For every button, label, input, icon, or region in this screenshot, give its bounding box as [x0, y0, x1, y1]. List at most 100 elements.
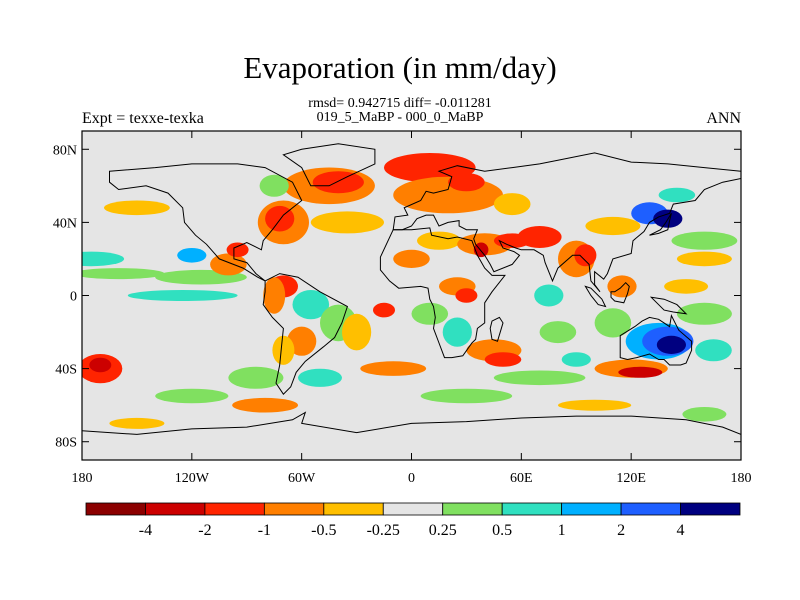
colorbar-label-0: -4 — [139, 522, 152, 539]
field-region-58 — [618, 366, 663, 378]
colorbar-label-8: 2 — [617, 522, 625, 539]
coastline-new-guinea — [649, 296, 688, 315]
x-tick-label-4: 60E — [510, 471, 533, 486]
field-region-53 — [534, 284, 564, 307]
y-tick-label-4: 80S — [55, 436, 77, 451]
field-region-33 — [417, 231, 461, 250]
field-region-45 — [676, 251, 732, 267]
field-region-66 — [664, 279, 709, 294]
coastline-australia — [619, 314, 693, 366]
field-region-54 — [539, 321, 577, 344]
coastline-eurasia — [392, 152, 741, 293]
colorbar-label-9: 4 — [677, 522, 685, 539]
x-tick-label-0: 180 — [72, 471, 93, 486]
colorbar-label-4: -0.25 — [367, 522, 400, 539]
field-region-22 — [228, 366, 284, 389]
chart-title: Evaporation (in mm/day) — [243, 50, 557, 85]
field-region-46 — [393, 249, 430, 268]
colorbar-box-0 — [85, 502, 146, 516]
field-region-18 — [292, 290, 330, 320]
x-tick-label-6: 180 — [731, 471, 752, 486]
field-region-40 — [585, 216, 641, 236]
field-region-28 — [232, 397, 298, 413]
coastline-south-america — [262, 273, 349, 395]
field-region-65 — [695, 339, 732, 362]
coastline-greenland — [282, 143, 376, 187]
field-region-14 — [310, 211, 384, 234]
stats-line: rmsd= 0.942715 diff= -0.011281 — [308, 96, 492, 111]
evaporation-field — [82, 153, 738, 429]
field-region-2 — [103, 200, 170, 216]
y-tick-label-3: 40S — [55, 363, 77, 378]
coastline-antarctica — [82, 411, 741, 435]
x-tick-label-1: 120W — [175, 471, 210, 486]
colorbar-box-6 — [442, 502, 503, 516]
field-region-62 — [594, 308, 632, 338]
field-region-8 — [210, 253, 247, 276]
field-region-49 — [411, 302, 449, 325]
field-region-24 — [342, 313, 372, 351]
colorbar-label-3: -0.5 — [311, 522, 336, 539]
field-region-31 — [448, 173, 485, 192]
field-region-4 — [82, 268, 165, 280]
field-region-3 — [82, 251, 125, 267]
field-region-1 — [89, 357, 112, 373]
x-tick-label-3: 0 — [408, 471, 415, 486]
field-region-32 — [493, 193, 531, 216]
field-region-43 — [658, 187, 696, 203]
field-region-64 — [676, 302, 732, 325]
colorbar: -4 -2 -1 -0.5 -0.25 0.25 0.5 1 2 4 — [85, 502, 741, 539]
stats-subtitle: rmsd= 0.942715 diff= -0.011281 019_5_MaB… — [0, 97, 800, 125]
season-label: ANN — [706, 110, 741, 127]
field-region-55 — [493, 370, 586, 386]
axis-ticks: 180 120W 60W 0 60E 120E 180 80N 40N 0 40S 80S — [53, 131, 752, 486]
colorbar-label-1: -2 — [198, 522, 211, 539]
y-tick-label-1: 40N — [53, 216, 77, 231]
field-region-15 — [259, 174, 289, 197]
colorbar-box-3 — [263, 502, 325, 516]
coastline-north-america — [109, 163, 303, 282]
coastline-sumatra — [584, 285, 607, 308]
field-region-39 — [574, 244, 597, 267]
field-region-70 — [109, 417, 165, 429]
coastline-borneo — [610, 281, 630, 304]
colorbar-box-9 — [620, 502, 681, 516]
field-region-21 — [272, 335, 295, 365]
field-region-67 — [420, 388, 513, 404]
colorbar-box-1 — [145, 502, 206, 516]
field-region-29 — [384, 153, 476, 183]
field-region-20 — [287, 326, 317, 356]
colorbar-box-10 — [680, 502, 741, 516]
field-region-56 — [561, 352, 591, 367]
field-region-7 — [177, 248, 207, 263]
coastline-africa — [379, 227, 506, 359]
x-tick-label-2: 60W — [288, 471, 316, 486]
coastlines — [82, 143, 741, 435]
colorbar-box-7 — [501, 502, 563, 516]
field-region-17 — [263, 277, 286, 314]
field-region-50 — [442, 317, 472, 347]
coastline-japan — [649, 213, 672, 236]
colorbar-box-5 — [382, 502, 444, 516]
field-region-44 — [671, 231, 738, 250]
colorbar-box-4 — [323, 502, 384, 516]
colorbar-label-6: 0.5 — [492, 522, 512, 539]
colorbar-label-7: 1 — [558, 522, 566, 539]
colorbar-label-2: -1 — [258, 522, 271, 539]
field-region-9 — [226, 242, 249, 258]
field-region-13 — [312, 171, 364, 194]
field-region-61 — [656, 335, 687, 354]
experiment-difference: 019_5_MaBP - 000_0_MaBP — [316, 110, 484, 125]
field-region-27 — [155, 388, 229, 404]
colorbar-label-5: 0.25 — [429, 522, 457, 539]
field-region-25 — [373, 302, 395, 318]
colorbar-box-2 — [204, 502, 265, 516]
colorbar-box-8 — [561, 502, 622, 516]
field-region-6 — [127, 290, 238, 301]
field-region-26 — [360, 361, 427, 376]
field-region-52 — [484, 352, 522, 367]
x-tick-label-5: 120E — [616, 471, 646, 486]
field-region-48 — [455, 288, 478, 303]
y-tick-label-2: 0 — [70, 290, 77, 305]
